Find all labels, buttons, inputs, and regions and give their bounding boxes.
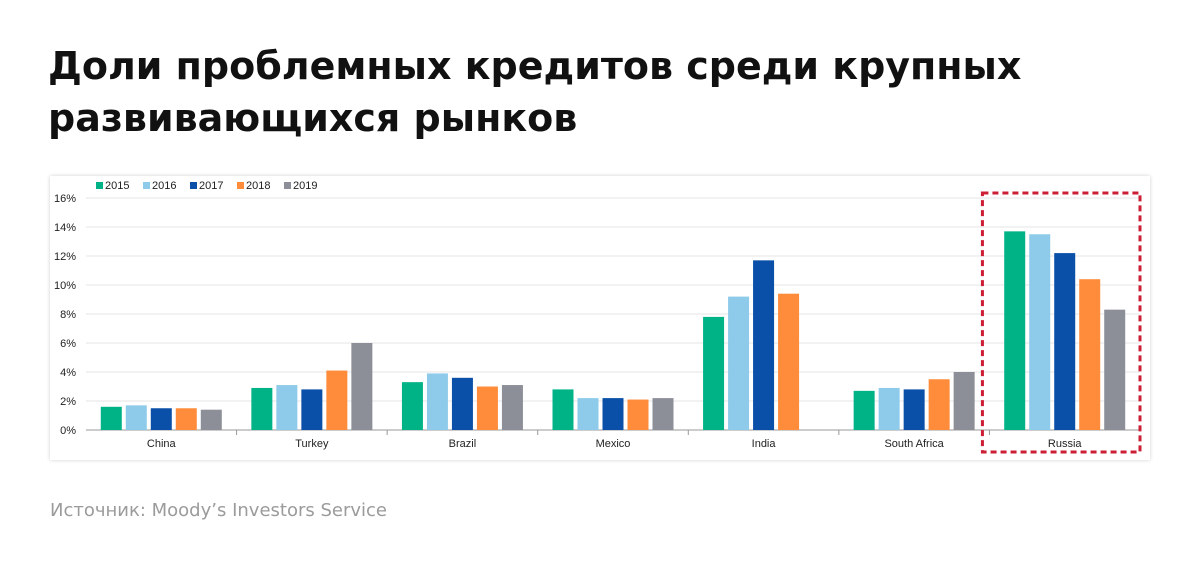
y-tick-label: 12% (54, 251, 76, 263)
bar-brazil-2016 (426, 373, 448, 430)
y-tick-label: 2% (60, 396, 76, 408)
legend-label-2015: 2015 (105, 180, 129, 192)
bar-turkey-2015 (251, 387, 273, 430)
bar-mexico-2019 (652, 398, 674, 430)
bar-chart: 0% 2% 4% 6% 8% 10% 12% 14% 16% China Turkey Brazil M… (54, 180, 1142, 454)
bar-russia-2015 (1004, 231, 1026, 430)
bar-india-2018 (778, 293, 800, 430)
bar-india-2016 (728, 296, 750, 430)
legend-label-2017: 2017 (199, 180, 223, 192)
legend-label-2019: 2019 (293, 180, 317, 192)
bar-mexico-2016 (577, 398, 599, 430)
bar-mexico-2018 (627, 399, 649, 430)
x-tick-label: Brazil (449, 438, 477, 450)
legend-swatch-2016 (143, 182, 150, 189)
legend-label-2016: 2016 (152, 180, 176, 192)
bar-mexico-2017 (602, 398, 624, 430)
bar-china-2015 (100, 406, 122, 430)
bar-china-2017 (150, 408, 172, 430)
x-tick-label: India (752, 438, 777, 450)
chart-title: Доли проблемных кредитов среди крупных р… (48, 44, 1022, 140)
highlight-box (980, 191, 1142, 454)
bar-india-2017 (753, 260, 775, 430)
legend-swatch-2015 (96, 182, 103, 189)
x-tick-label: South Africa (884, 438, 944, 450)
bar-turkey-2018 (326, 370, 348, 430)
bar-india-2015 (703, 316, 725, 430)
legend-label-2018: 2018 (246, 180, 270, 192)
x-tick-label: China (147, 438, 177, 450)
x-tick-label: Turkey (295, 438, 329, 450)
bar-china-2018 (175, 408, 197, 430)
legend-swatch-2018 (237, 182, 244, 189)
y-tick-label: 6% (60, 338, 76, 350)
legend-swatch-2017 (190, 182, 197, 189)
x-tick-label: Russia (1048, 438, 1083, 450)
y-tick-label: 0% (60, 425, 76, 437)
bar-brazil-2017 (451, 377, 473, 430)
bar-russia-2018 (1079, 279, 1101, 430)
bar-south-africa-2017 (903, 389, 925, 430)
chart-panel: 0% 2% 4% 6% 8% 10% 12% 14% 16% China Turkey Brazil M… (50, 176, 1150, 460)
bar-south-africa-2016 (878, 387, 900, 430)
bar-brazil-2018 (476, 386, 498, 430)
bar-russia-2016 (1029, 234, 1051, 430)
y-tick-label: 8% (60, 309, 76, 321)
bar-turkey-2019 (351, 343, 373, 430)
bar-russia-2019 (1104, 309, 1126, 430)
y-tick-label: 10% (54, 280, 76, 292)
bar-turkey-2017 (301, 389, 323, 430)
bar-china-2016 (125, 405, 147, 430)
bar-russia-2017 (1054, 253, 1076, 430)
bar-brazil-2019 (501, 385, 523, 430)
y-tick-label: 4% (60, 367, 76, 379)
y-tick-label: 14% (54, 222, 76, 234)
bar-turkey-2016 (276, 385, 298, 430)
bar-china-2019 (200, 409, 222, 430)
bar-brazil-2015 (401, 382, 423, 430)
bar-south-africa-2018 (928, 379, 950, 430)
y-tick-label: 16% (54, 193, 76, 205)
bar-mexico-2015 (552, 389, 574, 430)
source-note: Источник: Moody’s Investors Service (50, 500, 387, 521)
bar-south-africa-2019 (953, 372, 975, 430)
x-tick-label: Mexico (596, 438, 631, 450)
legend-swatch-2019 (284, 182, 291, 189)
bar-south-africa-2015 (853, 390, 875, 430)
